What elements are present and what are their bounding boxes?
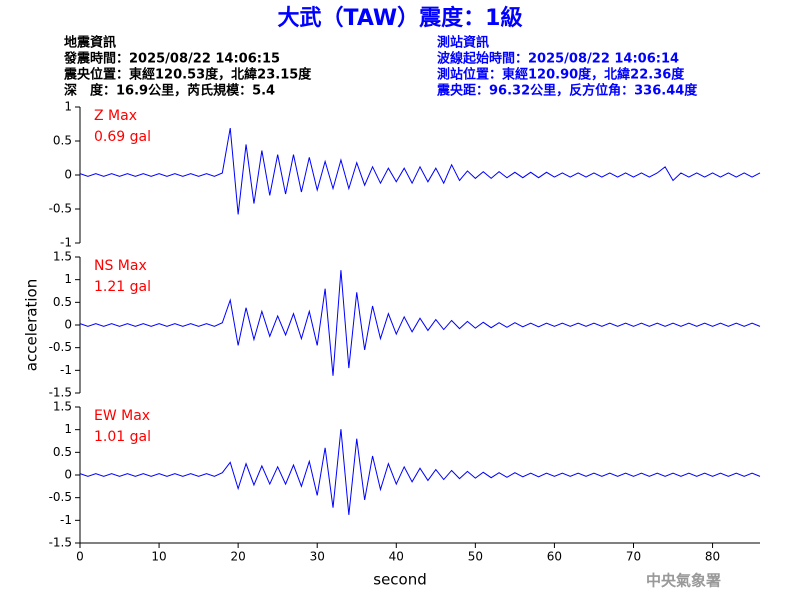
y-tick-label: -1.5 [49, 386, 72, 400]
annotation: EW Max [94, 408, 150, 424]
info-right: 測站資訊 [437, 35, 489, 51]
y-tick-label: 1.5 [53, 400, 72, 414]
x-tick-label: 60 [547, 550, 562, 564]
waveform [79, 270, 761, 376]
y-tick-label: 1.5 [53, 250, 72, 264]
y-tick-label: -1 [60, 236, 72, 250]
y-tick-label: -0.5 [49, 202, 72, 216]
x-tick-label: 20 [230, 550, 245, 564]
info-left: 深 度：16.9公里，芮氏規模：5.4 [64, 83, 275, 99]
y-tick-label: 0 [64, 318, 72, 332]
x-tick-label: 0 [76, 550, 84, 564]
y-tick-label: 1 [64, 422, 72, 436]
y-tick-label: -1 [60, 363, 72, 377]
y-tick-label: 1 [64, 100, 72, 114]
info-right: 波線起始時間：2025/08/22 14:06:14 [437, 51, 679, 67]
y-tick-label: 0.5 [53, 445, 72, 459]
y-tick-label: 0 [64, 168, 72, 182]
x-tick-label: 70 [626, 550, 641, 564]
annotation: 0.69 gal [94, 129, 151, 145]
y-tick-label: -1.5 [49, 536, 72, 550]
y-axis-label: acceleration [23, 279, 41, 371]
y-tick-label: 1 [64, 272, 72, 286]
info-right: 震央距：96.32公里，反方位角：336.44度 [436, 83, 698, 99]
y-tick-label: 0.5 [53, 134, 72, 148]
info-left: 震央位置：東經120.53度，北緯23.15度 [63, 67, 312, 83]
annotation: NS Max [94, 258, 147, 274]
x-tick-label: 80 [705, 550, 720, 564]
info-left: 發震時間：2025/08/22 14:06:15 [63, 51, 280, 67]
x-tick-label: 10 [151, 550, 166, 564]
x-tick-label: 40 [389, 550, 404, 564]
title: 大武（TAW）震度：1級 [278, 5, 523, 31]
footer: 中央氣象署 [646, 572, 721, 590]
annotation: 1.01 gal [94, 429, 151, 445]
y-tick-label: 0.5 [53, 295, 72, 309]
annotation: Z Max [94, 108, 137, 124]
x-tick-label: 30 [310, 550, 325, 564]
x-tick-label: 50 [468, 550, 483, 564]
y-tick-label: -0.5 [49, 490, 72, 504]
info-left: 地震資訊 [64, 35, 116, 51]
x-axis-label: second [373, 571, 427, 589]
y-tick-label: -0.5 [49, 340, 72, 354]
waveform [79, 429, 761, 515]
annotation: 1.21 gal [94, 279, 151, 295]
waveform [79, 127, 761, 215]
info-right: 測站位置：東經120.90度，北緯22.36度 [437, 67, 685, 83]
y-tick-label: 0 [64, 468, 72, 482]
y-tick-label: -1 [60, 513, 72, 527]
